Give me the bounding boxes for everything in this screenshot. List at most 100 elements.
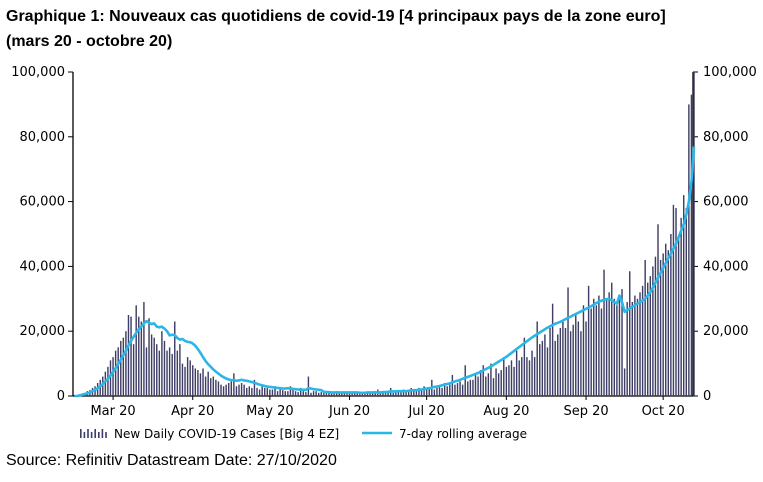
daily-cases-bar bbox=[631, 302, 634, 396]
daily-cases-bar bbox=[192, 365, 194, 396]
legend-label-rolling-average: 7-day rolling average bbox=[399, 427, 527, 441]
daily-cases-bar bbox=[269, 389, 271, 396]
daily-cases-bar bbox=[199, 373, 202, 396]
y-tick-label-right: 40,000 bbox=[703, 259, 749, 274]
y-tick-label-left: 60,000 bbox=[20, 195, 66, 210]
daily-cases-bar bbox=[544, 334, 546, 396]
daily-cases-bar bbox=[258, 389, 261, 396]
daily-cases-bar bbox=[125, 331, 127, 396]
daily-cases-bar bbox=[397, 392, 400, 396]
daily-cases-bar bbox=[210, 378, 212, 396]
daily-cases-bar bbox=[618, 295, 621, 396]
daily-cases-bar bbox=[328, 392, 330, 396]
daily-cases-bar bbox=[343, 392, 346, 396]
daily-cases-bar bbox=[238, 384, 240, 396]
daily-cases-bar bbox=[438, 386, 441, 396]
daily-cases-bar bbox=[549, 327, 551, 396]
daily-cases-bar bbox=[533, 357, 536, 396]
daily-cases-bar bbox=[670, 234, 672, 396]
daily-cases-bar bbox=[636, 298, 639, 396]
daily-cases-bar bbox=[477, 376, 479, 396]
daily-cases-bar bbox=[464, 365, 466, 396]
daily-cases-bar bbox=[109, 360, 112, 396]
daily-cases-bar bbox=[400, 391, 402, 396]
daily-cases-bar bbox=[297, 392, 299, 396]
daily-cases-bar bbox=[677, 237, 680, 396]
daily-cases-bar bbox=[647, 282, 649, 396]
daily-cases-bar bbox=[158, 350, 161, 396]
daily-cases-bar bbox=[302, 391, 304, 396]
daily-cases-bar bbox=[402, 389, 405, 396]
daily-cases-bar bbox=[503, 357, 505, 396]
daily-cases-bar bbox=[217, 381, 220, 396]
x-tick-label: Jun 20 bbox=[328, 404, 370, 419]
daily-cases-bar bbox=[487, 373, 490, 396]
legend-bar-swatch bbox=[87, 429, 89, 438]
daily-cases-bar bbox=[495, 368, 497, 396]
daily-cases-bar bbox=[551, 303, 554, 396]
daily-cases-bar bbox=[613, 298, 616, 396]
daily-cases-bar bbox=[338, 392, 340, 396]
daily-cases-bar bbox=[611, 282, 613, 396]
daily-cases-bar bbox=[215, 379, 217, 396]
daily-cases-bar bbox=[446, 386, 448, 396]
daily-cases-bar bbox=[590, 308, 592, 396]
daily-cases-bar bbox=[228, 383, 230, 396]
daily-cases-bar bbox=[204, 376, 207, 396]
daily-cases-bar bbox=[508, 365, 510, 396]
daily-cases-bar bbox=[541, 340, 544, 396]
daily-cases-bar bbox=[253, 379, 256, 396]
daily-cases-bar bbox=[521, 357, 523, 396]
y-tick-label-right: 0 bbox=[703, 389, 711, 404]
daily-cases-bar bbox=[626, 302, 628, 396]
daily-cases-bar bbox=[420, 389, 423, 396]
legend-bar-swatch bbox=[105, 432, 107, 438]
legend-bar-swatch bbox=[90, 432, 93, 438]
daily-cases-bar bbox=[325, 392, 328, 396]
daily-cases-bar bbox=[554, 340, 556, 396]
daily-cases-bar bbox=[246, 387, 248, 396]
daily-cases-bar bbox=[451, 374, 454, 396]
daily-cases-bar bbox=[323, 392, 325, 396]
daily-cases-bar bbox=[567, 287, 569, 396]
daily-cases-bar bbox=[117, 347, 119, 396]
y-tick-label-left: 40,000 bbox=[20, 259, 66, 274]
daily-cases-bar bbox=[490, 363, 492, 396]
daily-cases-bar bbox=[680, 217, 682, 396]
daily-cases-bar bbox=[423, 386, 425, 396]
daily-cases-bar bbox=[510, 360, 513, 396]
daily-cases-bar bbox=[107, 366, 109, 396]
daily-cases-bar bbox=[659, 259, 662, 396]
daily-cases-bar bbox=[174, 321, 176, 396]
daily-cases-bar bbox=[472, 379, 474, 396]
daily-cases-bar bbox=[467, 381, 469, 396]
daily-cases-bar bbox=[582, 305, 585, 396]
daily-cases-bar bbox=[135, 305, 137, 396]
daily-cases-bar bbox=[657, 224, 659, 396]
daily-cases-bar bbox=[279, 389, 281, 396]
daily-cases-bar bbox=[531, 350, 533, 396]
daily-cases-bar bbox=[454, 384, 456, 396]
daily-cases-bar bbox=[482, 365, 484, 396]
daily-cases-bar bbox=[528, 360, 531, 396]
legend-label-daily-cases: New Daily COVID-19 Cases [Big 4 EZ] bbox=[114, 427, 339, 441]
y-tick-label-left: 20,000 bbox=[20, 324, 66, 339]
daily-cases-bar bbox=[418, 387, 420, 396]
legend-bar-swatch bbox=[98, 432, 100, 438]
daily-cases-bar bbox=[230, 381, 233, 396]
daily-cases-bar bbox=[387, 392, 389, 396]
y-tick-label-left: 0 bbox=[57, 389, 65, 404]
daily-cases-bar bbox=[186, 357, 189, 396]
daily-cases-bar bbox=[629, 271, 631, 396]
daily-cases-bar bbox=[564, 327, 567, 396]
daily-cases-bar bbox=[289, 386, 292, 396]
daily-cases-bar bbox=[132, 344, 135, 396]
daily-cases-bar bbox=[413, 389, 415, 396]
daily-cases-bar bbox=[225, 384, 227, 396]
daily-cases-bar bbox=[330, 392, 333, 396]
daily-cases-bar bbox=[317, 392, 320, 396]
daily-cases-bar bbox=[580, 331, 582, 396]
daily-cases-bar bbox=[667, 250, 670, 396]
daily-cases-bar bbox=[410, 387, 412, 396]
x-tick-label: May 20 bbox=[246, 404, 294, 419]
